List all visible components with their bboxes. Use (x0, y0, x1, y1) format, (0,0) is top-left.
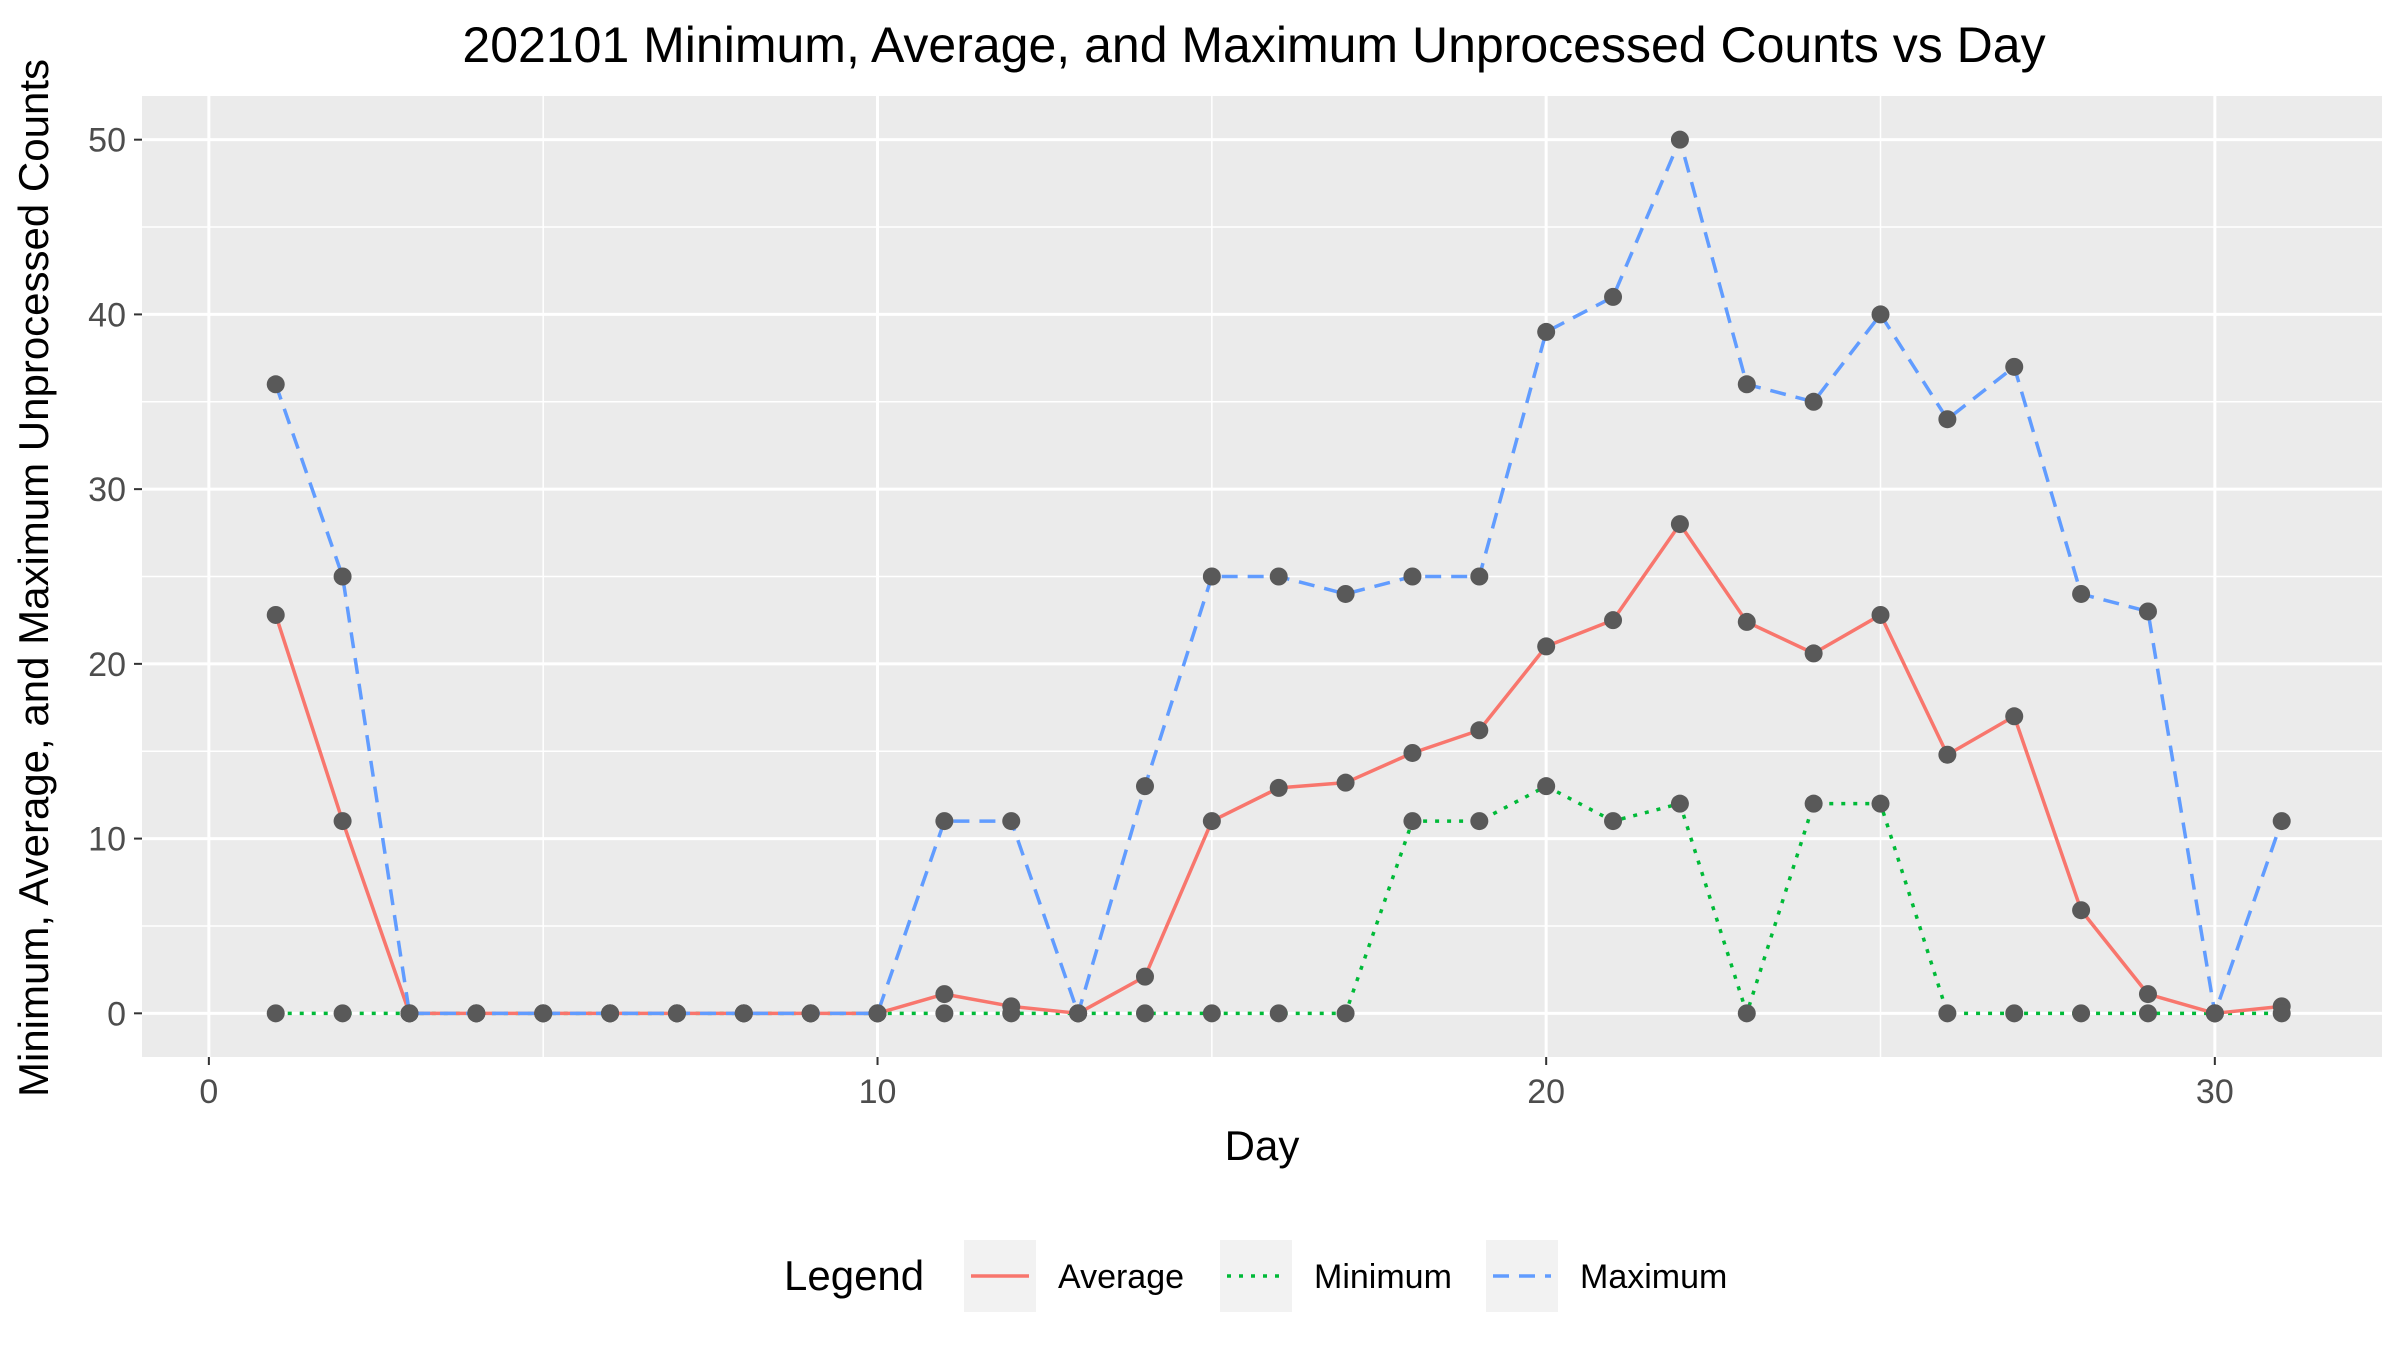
data-point-maximum (935, 812, 954, 831)
y-tick-label: 50 (88, 122, 126, 160)
data-point-maximum (868, 1004, 887, 1023)
data-point-minimum (1737, 1004, 1756, 1023)
axis-ticks (134, 138, 2216, 1065)
data-point-minimum (2272, 1004, 2291, 1023)
data-point-average (1938, 745, 1957, 764)
x-tick-label: 20 (1527, 1073, 1565, 1111)
legend-label-average: Average (1058, 1258, 1184, 1296)
x-tick-labels: 0 10 20 30 (199, 1073, 2233, 1111)
data-point-average (1804, 644, 1823, 663)
data-point-minimum (1537, 777, 1556, 796)
data-point-minimum (1002, 1004, 1021, 1023)
data-point-maximum (1202, 567, 1221, 586)
data-point-maximum (1269, 567, 1288, 586)
x-axis-title: Day (1225, 1122, 1300, 1169)
data-point-maximum (1403, 567, 1422, 586)
data-point-minimum (1403, 812, 1422, 831)
data-point-maximum (266, 375, 285, 394)
chart-title: 202101 Minimum, Average, and Maximum Unp… (462, 17, 2045, 73)
y-tick-label: 30 (88, 471, 126, 509)
data-point-average (2072, 901, 2091, 920)
data-point-minimum (2005, 1004, 2024, 1023)
grid-major (142, 96, 2382, 1057)
data-point-average (1135, 967, 1154, 986)
data-point-minimum (1336, 1004, 1355, 1023)
data-point-maximum (467, 1004, 486, 1023)
data-point-maximum (1871, 305, 1890, 324)
data-point-maximum (1470, 567, 1489, 586)
legend-label-maximum: Maximum (1580, 1258, 1727, 1296)
data-point-maximum (534, 1004, 553, 1023)
data-point-minimum (935, 1004, 954, 1023)
data-point-maximum (2005, 357, 2024, 376)
data-point-minimum (1871, 794, 1890, 813)
data-point-average (1537, 637, 1556, 656)
data-point-average (1202, 812, 1221, 831)
x-tick-label: 0 (199, 1073, 218, 1111)
data-point-minimum (1269, 1004, 1288, 1023)
x-tick-label: 10 (859, 1073, 897, 1111)
data-point-maximum (801, 1004, 820, 1023)
data-point-average (2005, 707, 2024, 726)
data-point-average (333, 812, 352, 831)
y-axis-title: Minimum, Average, and Maximum Unprocesse… (10, 59, 57, 1097)
data-point-maximum (2272, 812, 2291, 831)
data-point-average (1470, 721, 1489, 740)
data-point-minimum (1604, 812, 1623, 831)
data-point-average (1737, 612, 1756, 631)
y-tick-label: 40 (88, 296, 126, 334)
data-point-average (1670, 515, 1689, 534)
data-point-maximum (2138, 602, 2157, 621)
data-point-average (1604, 611, 1623, 630)
data-point-average (1871, 605, 1890, 624)
data-point-maximum (601, 1004, 620, 1023)
legend: Legend Average Minimum Maximum (784, 1240, 1727, 1312)
data-point-maximum (2072, 584, 2091, 603)
data-point-maximum (1938, 410, 1957, 429)
data-point-average (266, 605, 285, 624)
data-point-average (2138, 985, 2157, 1004)
data-point-maximum (1135, 777, 1154, 796)
y-tick-labels: 0 10 20 30 40 50 (88, 122, 126, 1034)
data-point-minimum (266, 1004, 285, 1023)
data-point-maximum (734, 1004, 753, 1023)
data-point-maximum (1737, 375, 1756, 394)
data-point-minimum (1135, 1004, 1154, 1023)
data-point-maximum (1804, 392, 1823, 411)
y-tick-label: 20 (88, 646, 126, 684)
x-tick-label: 30 (2196, 1073, 2234, 1111)
data-point-minimum (2138, 1004, 2157, 1023)
data-point-maximum (333, 567, 352, 586)
data-point-maximum (1537, 322, 1556, 341)
y-tick-label: 10 (88, 821, 126, 859)
data-point-maximum (1604, 287, 1623, 306)
data-point-maximum (1336, 584, 1355, 603)
data-point-minimum (1202, 1004, 1221, 1023)
data-point-maximum (1069, 1004, 1088, 1023)
data-point-average (935, 985, 954, 1004)
y-tick-label: 0 (107, 995, 126, 1033)
legend-key-minimum (1220, 1240, 1292, 1312)
data-point-average (1269, 778, 1288, 797)
data-point-minimum (333, 1004, 352, 1023)
data-point-average (1403, 743, 1422, 762)
data-point-average (1336, 773, 1355, 792)
data-point-minimum (1804, 794, 1823, 813)
data-points (266, 130, 2291, 1023)
data-point-minimum (2072, 1004, 2091, 1023)
data-point-maximum (2205, 1004, 2224, 1023)
data-point-maximum (667, 1004, 686, 1023)
data-point-minimum (1670, 794, 1689, 813)
data-point-maximum (1670, 130, 1689, 149)
legend-label-minimum: Minimum (1314, 1258, 1452, 1296)
data-point-maximum (400, 1004, 419, 1023)
data-point-minimum (1938, 1004, 1957, 1023)
data-point-minimum (1470, 812, 1489, 831)
legend-title: Legend (784, 1252, 924, 1299)
data-point-maximum (1002, 812, 1021, 831)
